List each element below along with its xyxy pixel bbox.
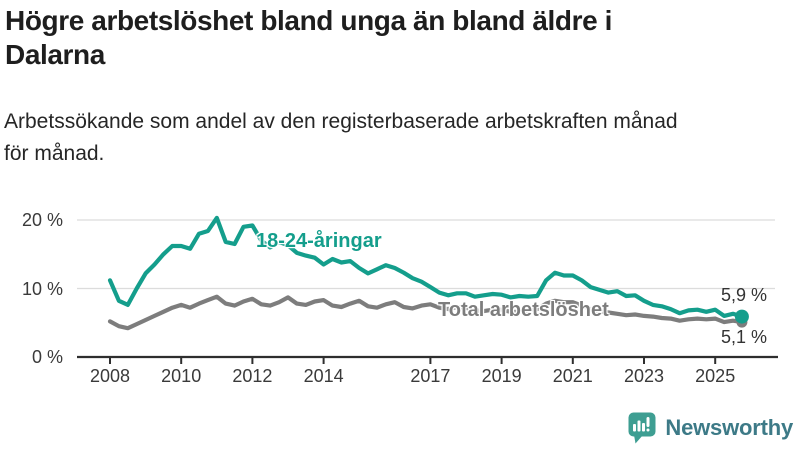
x-tick-label: 2010 [161, 366, 202, 386]
x-tick-label: 2014 [303, 366, 344, 386]
end-dot-youth [734, 309, 749, 324]
subtitle-line-1: Arbetssökande som andel av den registerb… [4, 110, 678, 133]
end-value-youth: 5,9 % [721, 285, 768, 305]
newsworthy-logo[interactable]: Newsworthy [628, 412, 793, 444]
series-line-total [107, 294, 745, 331]
newsworthy-bubble-icon [628, 412, 656, 444]
x-tick-label: 2012 [232, 366, 273, 386]
page-title: Högre arbetslöshet bland unga än bland ä… [5, 4, 725, 72]
chart-area: 0 % 10 % 20 % 2008 2010 2012 2014 2017 2019 2021… [0, 190, 800, 400]
y-tick-label: 20 % [21, 210, 63, 230]
series-label-youth: 18-24-åringar [256, 230, 382, 252]
x-tick-label: 2017 [410, 366, 451, 386]
title-line-2: Dalarna [5, 39, 105, 70]
x-tick-label: 2008 [89, 366, 131, 386]
line-chart [77, 215, 778, 364]
x-tick-label: 2021 [552, 366, 593, 386]
y-tick-label: 0 % [31, 347, 63, 367]
chart-subtitle: Arbetssökande som andel av den registerb… [4, 106, 800, 170]
newsworthy-wordmark: Newsworthy [665, 415, 793, 440]
series-label-total: Total arbetslöshet [438, 299, 609, 321]
x-tick-label: 2023 [623, 366, 665, 386]
x-tick-label: 2019 [481, 366, 522, 386]
end-value-total: 5,1 % [721, 327, 768, 347]
subtitle-line-2: för månad. [4, 142, 105, 165]
x-tick-label: 2025 [695, 366, 736, 386]
y-tick-label: 10 % [21, 278, 63, 299]
title-line-1: Högre arbetslöshet bland unga än bland ä… [5, 5, 613, 36]
series-line-youth [107, 215, 745, 319]
